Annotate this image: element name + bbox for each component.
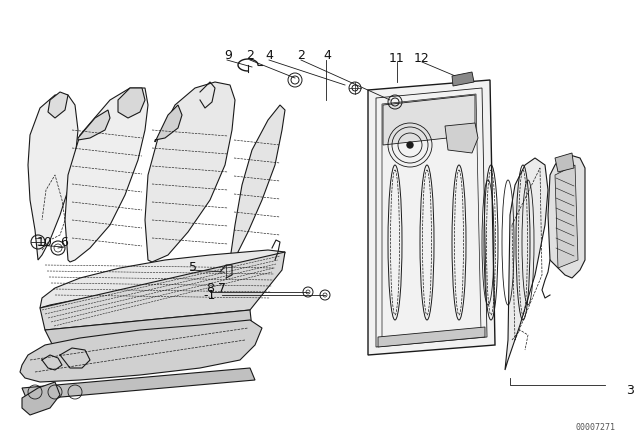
Polygon shape bbox=[505, 158, 548, 370]
Polygon shape bbox=[378, 327, 485, 347]
Text: 11: 11 bbox=[389, 52, 405, 65]
Polygon shape bbox=[65, 88, 148, 262]
Text: -1: -1 bbox=[204, 289, 216, 302]
Polygon shape bbox=[22, 382, 60, 415]
Text: 2: 2 bbox=[246, 48, 254, 61]
Polygon shape bbox=[145, 82, 235, 262]
Polygon shape bbox=[555, 153, 574, 172]
Polygon shape bbox=[48, 92, 68, 118]
Polygon shape bbox=[45, 310, 252, 350]
Circle shape bbox=[407, 142, 413, 148]
Text: 12: 12 bbox=[414, 52, 430, 65]
Polygon shape bbox=[452, 72, 474, 86]
Polygon shape bbox=[368, 80, 495, 355]
Polygon shape bbox=[230, 105, 285, 260]
Polygon shape bbox=[155, 105, 182, 142]
Text: 10: 10 bbox=[37, 236, 53, 249]
Polygon shape bbox=[555, 165, 578, 268]
Text: 9: 9 bbox=[224, 48, 232, 61]
Polygon shape bbox=[40, 250, 285, 308]
Text: 7: 7 bbox=[218, 281, 226, 294]
Polygon shape bbox=[118, 88, 145, 118]
Text: 8: 8 bbox=[206, 281, 214, 294]
Polygon shape bbox=[445, 123, 478, 153]
Polygon shape bbox=[548, 155, 585, 278]
Polygon shape bbox=[383, 95, 475, 145]
Text: 3: 3 bbox=[626, 383, 634, 396]
Text: 2: 2 bbox=[297, 48, 305, 61]
Text: 00007271: 00007271 bbox=[575, 423, 615, 432]
Polygon shape bbox=[20, 320, 262, 382]
Text: 6: 6 bbox=[60, 236, 68, 249]
Text: 5: 5 bbox=[189, 260, 197, 273]
Polygon shape bbox=[28, 95, 78, 260]
Polygon shape bbox=[22, 368, 255, 400]
Text: 4: 4 bbox=[323, 48, 331, 61]
Polygon shape bbox=[40, 252, 285, 330]
Text: 4: 4 bbox=[265, 48, 273, 61]
Polygon shape bbox=[78, 110, 110, 140]
